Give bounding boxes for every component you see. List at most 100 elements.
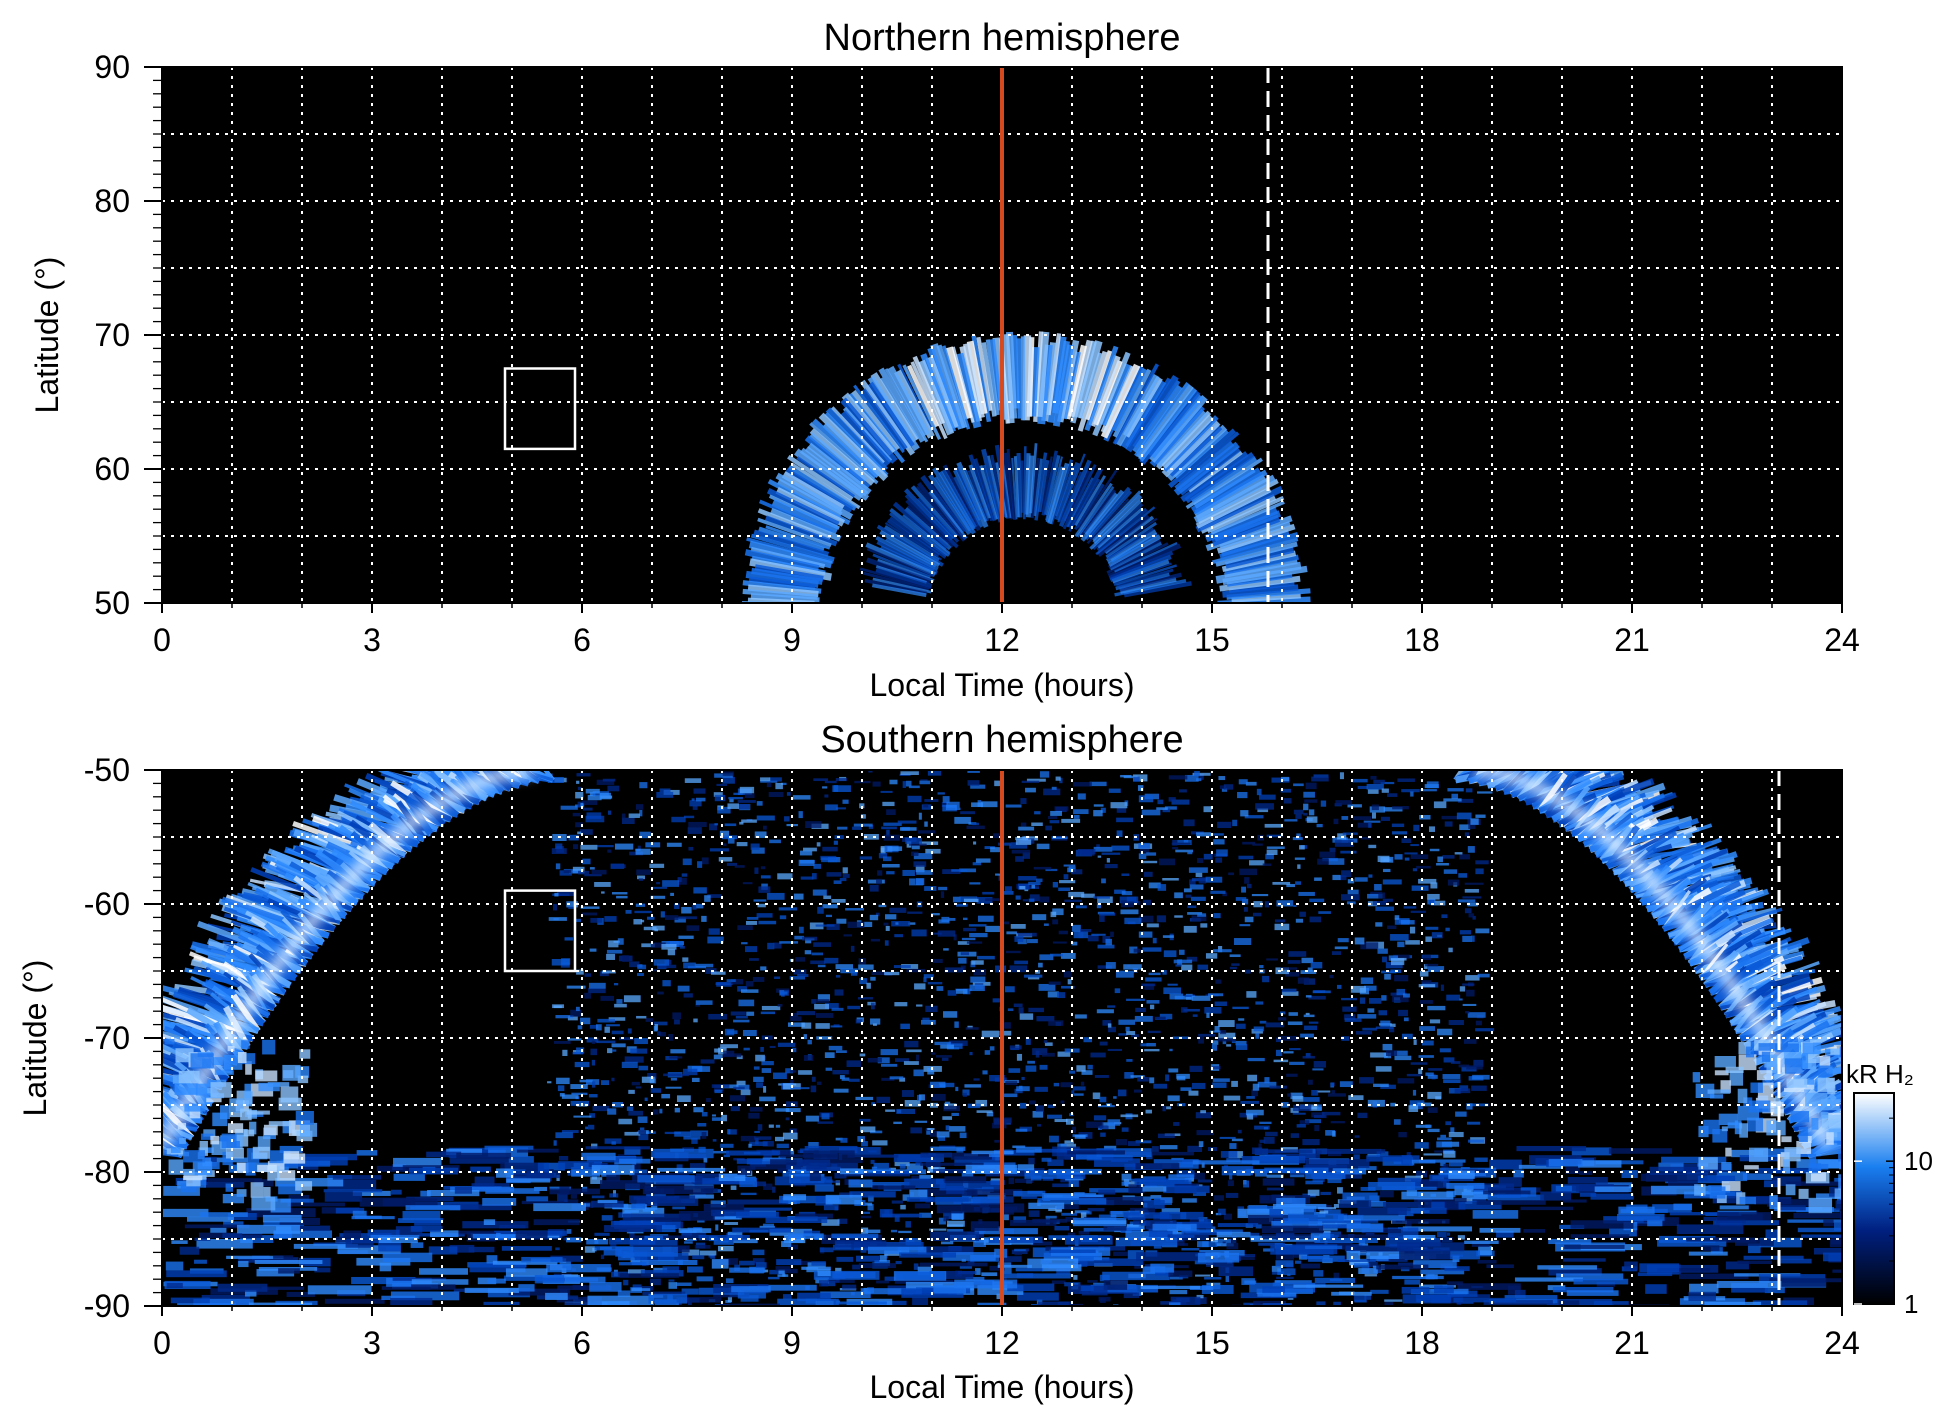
south-emission-speckle [694,963,714,968]
south-emission-speckle [956,903,968,907]
south-emission-polar-streak [280,1198,314,1203]
south-emission-polar-streak [495,1168,514,1178]
north-emission-streak [1184,451,1255,504]
south-emission-speckle [1073,1275,1078,1280]
south-emission-speckle [1330,1082,1335,1087]
south-emission-polar-streak [1168,1270,1193,1277]
south-emission-speckle [889,907,907,913]
south-emission-speckle [1214,1195,1224,1201]
south-emission-polar-streak [702,1178,755,1185]
south-emission-speckle [555,1247,560,1251]
south-emission-polar-streak [971,1150,1014,1155]
south-emission-polar-streak [483,1301,520,1306]
south-emission-speckle [574,1061,590,1068]
south-emission-speckle [1116,830,1123,837]
south-emission-speckle [674,903,680,910]
south-emission-speckle [690,1130,709,1137]
south-emission-speckle [759,1096,776,1102]
south-emission-polar-streak [825,1194,863,1205]
south-emission-speckle [591,1176,598,1180]
south-emission-polar-streak [273,1230,332,1238]
south-emission-speckle [763,1154,772,1160]
south-emission-polar-streak [1471,1241,1490,1247]
north-emission-streak [770,507,842,542]
south-emission-speckle [1344,1014,1356,1020]
south-emission-speckle [1367,1008,1375,1013]
south-emission-speckle [695,903,704,909]
south-emission-polar-streak [1764,1180,1778,1188]
south-emission-speckle [1333,1301,1341,1306]
south-emission-speckle [1472,915,1476,920]
south-emission-speckle [1457,899,1476,903]
south-emission-speckle [793,969,807,975]
south-emission-speckle [1081,1070,1093,1075]
south-emission-speckle [913,1069,924,1077]
south-emission-speckle [1048,981,1061,985]
north-emission-inner-streak [1016,453,1023,518]
north-emission-streak [796,456,856,499]
south-emission-speckle [723,843,727,847]
south-emission-speckle [969,984,985,992]
south-emission-speckle [1223,784,1234,790]
south-emission-polar-streak [1567,1176,1608,1184]
south-emission-speckle [1288,1012,1298,1016]
south-emission-speckle [682,1068,698,1076]
south-emission-speckle [769,839,781,844]
south-emission-speckle [740,1135,756,1142]
south-emission-polar-streak [787,1233,824,1240]
south-emission-speckle [1051,786,1057,790]
south-emission-polar-streak [1276,1197,1306,1207]
south-emission-speckle [762,825,767,830]
north-emission-inner-streak [1076,486,1115,538]
south-emission-polar-streak [1800,1234,1842,1238]
south-emission-speckle [606,953,616,960]
south-emission-polar-streak [1489,1159,1522,1170]
south-emission-polar-streak [1197,1252,1240,1263]
south-emission-speckle [672,1012,682,1020]
south-emission-speckle [588,987,606,994]
south-emission-polar-streak [1244,1280,1257,1284]
south-emission-speckle [697,1122,707,1127]
south-emission-speckle [1295,814,1302,819]
south-emission-speckle [1075,905,1087,909]
south-emission-speckle [762,1223,775,1227]
south-emission-polar-streak [1669,1212,1739,1216]
south-emission-polar-streak [446,1148,483,1156]
north-emission-inner-streak [866,547,934,578]
south-emission-speckle [1097,944,1115,949]
north-emission-inner-streak [879,530,941,568]
south-emission-speckle [1116,817,1133,823]
south-emission-polar-streak [1293,1284,1364,1288]
south-emission-speckle [1020,822,1027,827]
south-emission-polar-streak [1401,1191,1454,1200]
south-emission-speckle [1076,1065,1086,1072]
south-emission-speckle [790,1087,810,1090]
south-emission-speckle [882,856,892,862]
south-emission-speckle [944,1101,951,1105]
south-emission-speckle [582,807,593,811]
south-emission-speckle [1382,868,1391,873]
south-emission-speckle [1142,947,1162,952]
south-emission-speckle [927,770,942,776]
south-emission-polar-streak [386,1277,432,1287]
south-emission-polar-streak [393,1173,425,1181]
south-oval-streak [1606,825,1681,868]
south-emission-speckle [580,802,584,808]
south-emission-speckle [601,891,605,894]
south-emission-speckle [797,974,809,977]
south-emission-speckle [937,930,956,937]
south-emission-speckle [678,916,697,920]
south-emission-speckle [1067,979,1072,985]
south-emission-speckle [692,1255,705,1260]
south-emission-speckle [1472,1074,1490,1080]
south-emission-speckle [1431,900,1446,906]
south-emission-speckle [894,1215,900,1222]
south-emission-polar-streak [711,1259,729,1269]
south-emission-speckle [681,906,692,914]
south-emission-speckle [559,870,572,876]
south-emission-speckle [1159,1013,1173,1020]
south-emission-speckle [1220,1151,1238,1158]
south-emission-polar-streak [1064,1235,1113,1245]
south-emission-polar-streak [1555,1185,1576,1192]
south-emission-polar-streak [933,1285,967,1294]
